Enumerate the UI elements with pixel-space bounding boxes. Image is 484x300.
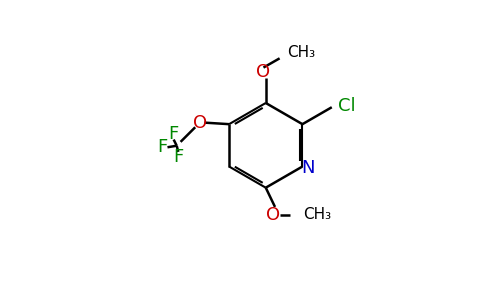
Text: CH₃: CH₃ [302, 207, 331, 222]
Text: O: O [257, 63, 271, 81]
Text: O: O [266, 206, 281, 224]
Text: F: F [158, 138, 168, 156]
Text: O: O [193, 114, 207, 132]
Text: F: F [168, 125, 179, 143]
Text: N: N [301, 159, 315, 177]
Text: CH₃: CH₃ [287, 45, 316, 60]
Text: Cl: Cl [338, 97, 356, 115]
Text: F: F [173, 148, 183, 166]
